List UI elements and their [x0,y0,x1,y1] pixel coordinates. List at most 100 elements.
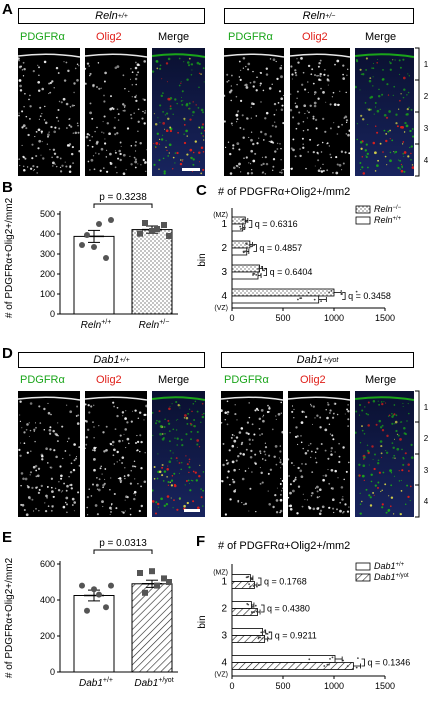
cell-signal [293,417,295,419]
cell-signal [158,410,161,413]
cell-signal [393,454,396,457]
cell-signal [35,469,38,472]
cell-signal [320,170,324,173]
cell-signal [261,433,263,435]
cell-signal [122,415,124,417]
cell-signal [96,488,99,490]
cell-signal [32,165,35,168]
cell-signal [85,436,88,439]
cell-signal [193,419,196,421]
cell-signal [269,135,272,138]
cell-signal [294,435,297,438]
cell-signal [48,428,52,432]
cell-signal [103,115,106,118]
cell-signal [401,126,404,129]
cell-signal [322,478,325,482]
micrograph-texture [355,48,414,176]
cell-signal [324,69,326,71]
cell-signal [49,148,51,151]
cell-signal [241,441,244,444]
cell-signal [169,129,173,133]
cell-signal [152,411,154,414]
cell-signal [335,171,339,175]
cell-signal [368,79,372,83]
cell-signal [88,488,90,490]
cell-signal [237,110,240,113]
cell-signal [89,102,92,105]
cell-signal [251,471,253,473]
cell-signal [112,401,115,404]
cell-signal [76,78,79,82]
cell-signal [172,156,175,159]
data-point [320,300,322,302]
cell-signal [224,411,227,415]
cell-signal [264,173,267,175]
data-point [161,222,167,228]
cell-signal [51,165,54,167]
cell-signal [399,73,401,76]
cell-signal [238,162,241,166]
micrograph-dab1-yot-olig2 [288,391,350,517]
cell-signal [359,141,363,144]
cell-signal [35,475,38,478]
cell-signal [42,157,45,160]
cell-signal [230,89,233,92]
cell-signal [23,105,25,108]
cell-signal [192,425,194,427]
cell-signal [403,88,406,91]
cell-signal [162,134,164,136]
pia-surface [18,396,80,401]
cell-signal [342,64,345,67]
cell-signal [41,458,44,461]
cell-signal [93,468,96,472]
cell-signal [54,163,56,165]
cell-signal [179,407,181,409]
cell-signal [242,136,245,139]
cell-signal [100,87,102,89]
cell-signal [289,483,292,486]
cell-signal [176,460,178,462]
cell-signal [329,433,331,435]
cell-signal [202,67,205,70]
cell-signal [320,87,322,90]
cell-signal [124,428,127,431]
micrograph-dab1-yot-pdgfra [221,391,283,517]
cell-signal [186,153,189,156]
cell-signal [384,155,387,158]
cell-signal [322,91,325,94]
cell-signal [123,106,126,108]
data-point [137,230,143,237]
cell-signal [177,404,180,407]
cell-signal [124,467,126,469]
cell-signal [248,416,251,419]
data-point [342,659,344,662]
cell-signal [76,63,79,66]
cell-signal [240,427,244,430]
channel-label-merge: Merge [158,374,190,386]
cell-signal [201,123,205,126]
cell-signal [398,480,401,482]
cell-signal [110,95,112,98]
gene-name: Reln [95,10,118,22]
cell-signal [40,130,43,133]
cell-signal [306,499,308,501]
cell-signal [260,101,262,103]
cell-signal [309,104,312,108]
cell-signal [191,69,193,71]
cell-signal [281,430,283,434]
cell-signal [406,107,409,111]
cell-signal [409,146,411,149]
cell-signal [399,159,402,162]
cell-signal [297,61,300,64]
cell-signal [312,115,315,118]
data-point [241,218,244,221]
cell-signal [282,168,284,171]
cell-signal [377,159,379,162]
gene-name: Dab1 [93,354,120,366]
cell-signal [100,465,102,468]
cell-signal [113,126,116,129]
cell-signal [315,457,317,459]
cell-signal [279,493,282,496]
cell-signal [122,74,125,77]
